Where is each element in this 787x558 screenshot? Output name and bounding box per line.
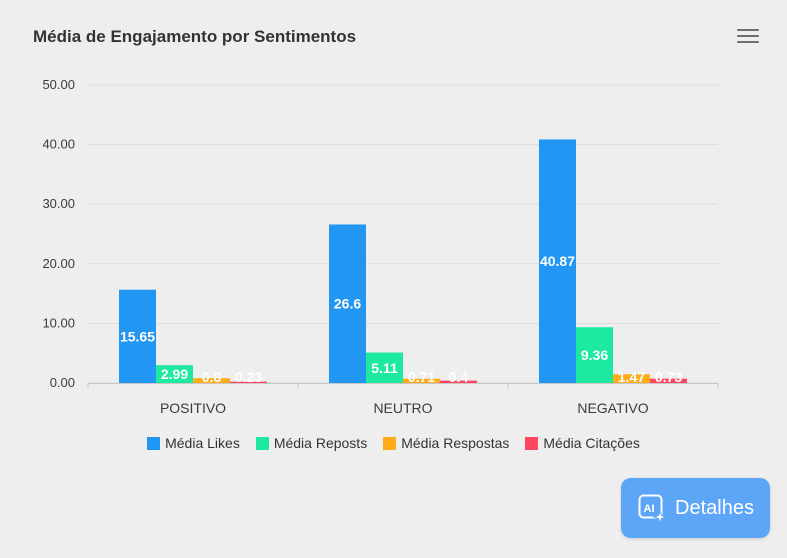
data-label: 0.4 xyxy=(449,369,469,385)
svg-text:AI: AI xyxy=(644,503,655,515)
data-label: 0.71 xyxy=(408,369,435,385)
bar xyxy=(366,352,403,383)
legend-label: Média Citações xyxy=(543,435,640,451)
legend-item[interactable]: Média Citações xyxy=(525,435,640,451)
bar xyxy=(440,380,477,383)
bar xyxy=(576,327,613,383)
legend-item[interactable]: Média Respostas xyxy=(383,435,509,451)
legend-swatch xyxy=(255,436,269,450)
legend-swatch xyxy=(383,436,397,450)
bar xyxy=(539,139,576,383)
bar xyxy=(650,378,687,383)
legend-swatch xyxy=(147,436,161,450)
data-label: 0.8 xyxy=(202,369,222,385)
y-tick-label: 0.00 xyxy=(50,375,75,390)
x-tick-label: POSITIVO xyxy=(160,400,226,416)
bar xyxy=(403,378,440,383)
legend-item[interactable]: Média Likes xyxy=(147,435,240,451)
data-label: 26.6 xyxy=(334,296,361,312)
bar xyxy=(156,365,193,383)
legend-label: Média Likes xyxy=(165,435,240,451)
data-label: 5.11 xyxy=(371,360,398,376)
data-label: 0.73 xyxy=(655,369,682,385)
data-label: 1.47 xyxy=(618,369,645,385)
hamburger-menu-icon[interactable] xyxy=(737,29,759,45)
chart-legend: Média Likes Média Reposts Média Respostas M… xyxy=(0,435,787,451)
data-label: 40.87 xyxy=(540,253,575,269)
y-tick-label: 10.00 xyxy=(42,315,75,330)
data-label: 0.23 xyxy=(235,369,262,385)
data-label: 9.36 xyxy=(581,347,608,363)
chart-title: Média de Engajamento por Sentimentos xyxy=(33,27,357,46)
legend-label: Média Reposts xyxy=(273,435,368,451)
bar xyxy=(613,374,650,383)
y-tick-label: 30.00 xyxy=(42,196,75,211)
x-tick-label: NEUTRO xyxy=(373,400,432,416)
legend-label: Média Respostas xyxy=(401,435,510,451)
data-label: 2.99 xyxy=(161,366,188,382)
ai-sparkle-icon: AI xyxy=(638,494,668,523)
y-tick-label: 50.00 xyxy=(42,77,75,92)
bar xyxy=(230,381,267,383)
y-tick-label: 20.00 xyxy=(42,256,75,271)
detalhes-button[interactable]: AI Detalhes xyxy=(621,478,770,538)
bar xyxy=(329,224,366,383)
bar xyxy=(119,289,156,383)
x-tick-label: NEGATIVO xyxy=(577,400,648,416)
legend-swatch xyxy=(525,436,539,450)
legend-item[interactable]: Média Reposts xyxy=(255,435,368,451)
y-tick-label: 40.00 xyxy=(42,137,75,152)
data-label: 15.65 xyxy=(120,328,155,344)
bar-chart: 0.00 10.00 20.00 30.00 40.00 50.00 POSITIVO 15.… xyxy=(42,77,719,416)
detalhes-label: Detalhes xyxy=(675,496,754,519)
bar xyxy=(193,378,230,383)
